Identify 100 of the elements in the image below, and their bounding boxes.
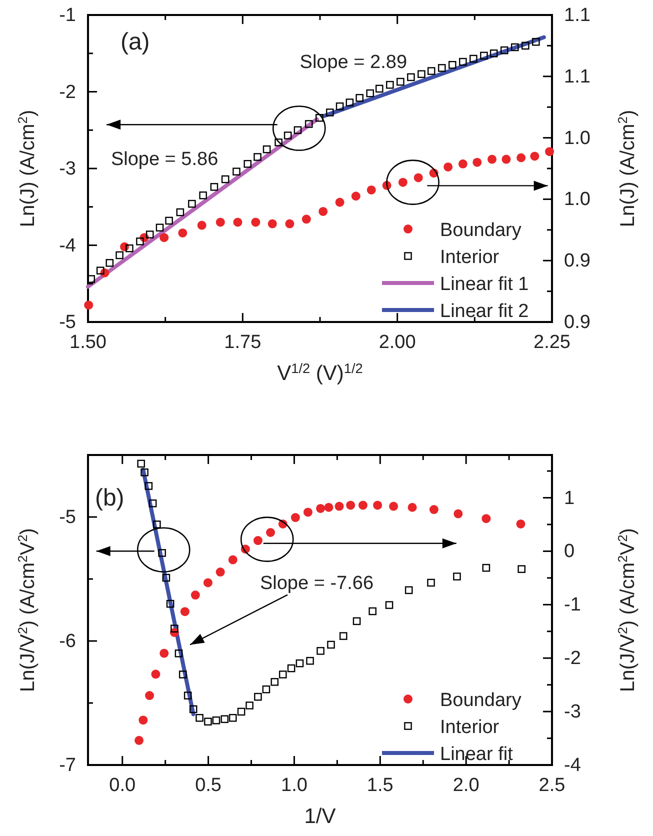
y2-tick-label: 1.1 <box>564 66 590 88</box>
point <box>126 244 134 252</box>
y-tick-label: -6 <box>59 631 76 652</box>
legend-label: Boundary <box>440 220 522 241</box>
point <box>287 664 296 672</box>
point <box>151 670 160 679</box>
point <box>204 718 212 726</box>
point <box>306 656 314 665</box>
point <box>482 514 491 524</box>
point <box>189 705 198 714</box>
point <box>199 191 207 200</box>
y2-tick-label: -1 <box>564 594 581 616</box>
x-tick-label: 2.00 <box>378 332 416 353</box>
point <box>166 600 174 608</box>
point <box>302 214 311 224</box>
point <box>268 219 277 228</box>
point <box>407 73 415 82</box>
annotation: Slope = -7.66 <box>260 573 374 594</box>
x-axis-title: V$^{1/2}$ (V)$^{1/2}$ <box>277 360 363 385</box>
x-axis-title: 1/V <box>304 805 336 828</box>
point <box>262 145 271 154</box>
point <box>176 208 184 216</box>
point <box>188 200 196 208</box>
x-tick-label: 2.0 <box>452 775 480 796</box>
point <box>165 216 173 225</box>
annotation: Slope = 5.86 <box>110 148 218 170</box>
point <box>210 183 218 191</box>
point <box>156 224 164 232</box>
point <box>404 586 413 594</box>
point <box>228 714 237 722</box>
point <box>136 238 144 246</box>
point <box>429 505 438 514</box>
point <box>197 220 206 230</box>
point <box>216 568 225 577</box>
point <box>339 632 348 640</box>
point <box>356 94 364 102</box>
point <box>148 499 157 508</box>
point <box>418 70 426 78</box>
point <box>351 192 360 201</box>
point <box>137 460 145 468</box>
point <box>144 482 153 490</box>
y2-tick-label: -2 <box>564 648 581 670</box>
y-tick-label: -7 <box>59 755 76 776</box>
point <box>316 647 324 655</box>
point <box>518 565 526 573</box>
point <box>174 650 183 658</box>
point <box>502 154 511 164</box>
point <box>336 102 344 110</box>
legend-label: Boundary <box>440 690 522 711</box>
point <box>532 38 540 46</box>
legend-label: Interior <box>440 247 500 268</box>
point <box>427 67 436 75</box>
point <box>178 670 187 678</box>
point <box>146 230 154 238</box>
point <box>521 42 530 50</box>
point <box>232 168 240 176</box>
x-tick-label: 1.5 <box>366 775 394 796</box>
point <box>203 578 212 588</box>
point <box>303 508 312 517</box>
point <box>246 702 254 710</box>
point <box>335 198 344 207</box>
point <box>270 678 279 686</box>
y2-tick-label: 0.9 <box>564 250 590 272</box>
point <box>244 160 252 168</box>
point <box>216 218 225 227</box>
point <box>160 233 169 242</box>
point <box>487 154 496 164</box>
point <box>138 716 148 725</box>
point <box>304 120 313 128</box>
point <box>106 259 114 267</box>
point <box>262 685 270 694</box>
point <box>366 89 374 98</box>
point <box>386 80 394 89</box>
y2-tick-label: -3 <box>564 702 581 723</box>
point <box>134 736 144 745</box>
point <box>444 162 453 172</box>
annotation: (b) <box>94 484 124 512</box>
annotation: Slope = 2.89 <box>300 52 408 74</box>
y2-tick-label: 1.0 <box>564 128 590 149</box>
point <box>438 64 446 72</box>
point <box>516 153 526 162</box>
legend-label: Linear fit 2 <box>440 301 529 322</box>
y-tick-label: -5 <box>59 312 76 333</box>
x-tick-label: 1.75 <box>224 332 262 353</box>
y-tick-label: -3 <box>59 158 76 180</box>
point <box>500 46 508 54</box>
y2-tick-label: 0 <box>564 541 575 562</box>
point <box>459 58 467 66</box>
point <box>158 549 166 557</box>
y-tick-label: -2 <box>59 82 76 103</box>
y-tick-label: -1 <box>59 5 76 26</box>
point <box>190 590 200 600</box>
x-tick-label: 2.5 <box>538 775 566 796</box>
y-tick-label: -4 <box>59 235 76 256</box>
point <box>346 98 354 106</box>
point <box>145 691 154 700</box>
x-tick-label: 1.0 <box>281 775 308 796</box>
point <box>180 607 190 616</box>
point <box>251 218 260 227</box>
point <box>266 528 276 537</box>
